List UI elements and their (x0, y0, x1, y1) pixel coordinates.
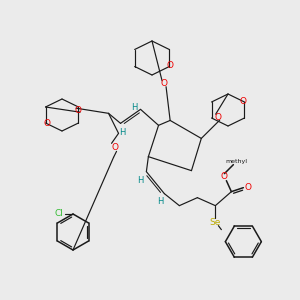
Text: O: O (240, 98, 247, 106)
Text: O: O (74, 106, 82, 115)
Text: O: O (111, 143, 118, 152)
Text: Se: Se (210, 218, 221, 227)
Text: O: O (167, 61, 174, 70)
Text: H: H (119, 128, 126, 137)
Text: H: H (137, 176, 144, 185)
Text: O: O (245, 183, 252, 192)
Text: O: O (214, 113, 221, 122)
Text: O: O (160, 79, 168, 88)
Text: methyl: methyl (225, 159, 248, 164)
Text: O: O (43, 118, 50, 127)
Text: Cl: Cl (55, 209, 63, 218)
Text: H: H (157, 197, 164, 206)
Text: H: H (131, 103, 138, 112)
Text: O: O (221, 172, 228, 181)
